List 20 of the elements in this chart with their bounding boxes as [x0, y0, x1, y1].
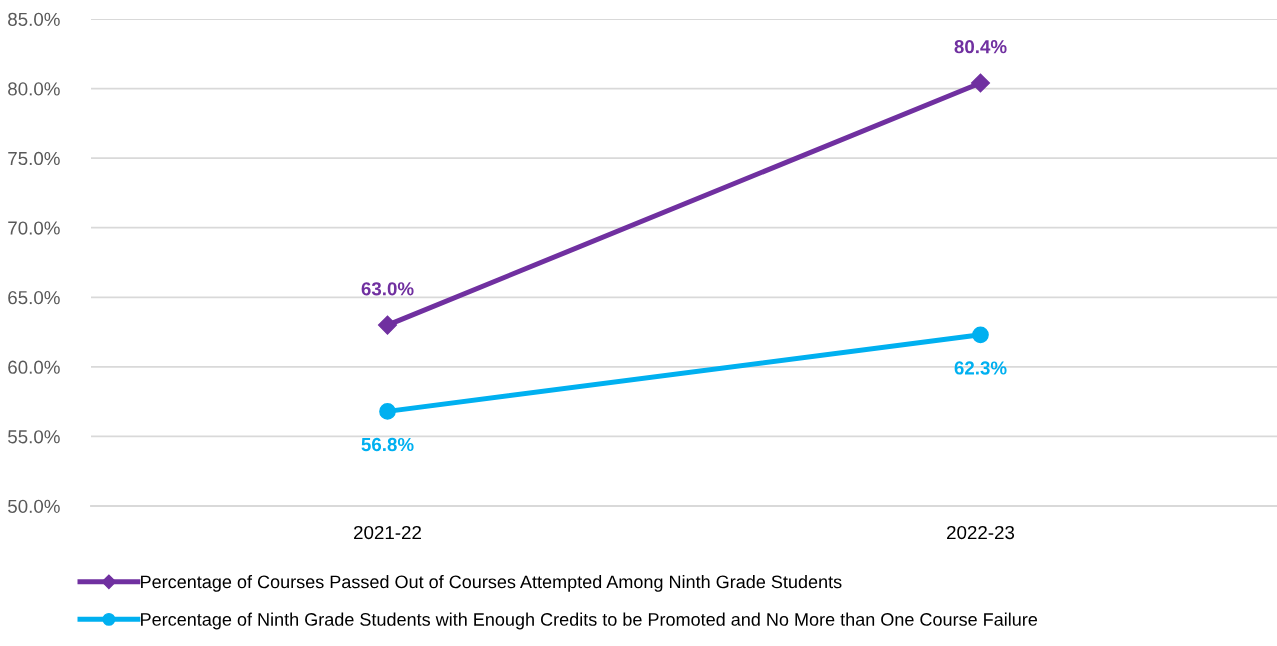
y-tick-label: 55.0%	[8, 430, 60, 444]
legend-label: Percentage of Ninth Grade Students with Enough Credits to be Promoted and No More than One Course Failure	[141, 612, 1038, 630]
y-tick-label: 80.0%	[8, 82, 60, 96]
y-tick-label: 65.0%	[8, 290, 60, 305]
data-label: 80.4%	[954, 40, 1007, 54]
x-tick-label: 2022-23	[947, 525, 1015, 540]
point	[377, 315, 398, 335]
point	[379, 403, 396, 420]
point	[972, 326, 989, 344]
data-label: 63.0%	[361, 282, 414, 296]
data-label: 62.3%	[954, 361, 1007, 375]
point	[970, 73, 991, 93]
y-tick-label: 50.0%	[8, 499, 60, 513]
y-tick-label: 60.0%	[8, 360, 60, 374]
y-tick-label: 75.0%	[8, 151, 60, 166]
legend-label: Percentage of Courses Passed Out of Courses Attempted Among Ninth Grade Students	[141, 575, 842, 592]
data-label: 56.8%	[361, 437, 414, 452]
y-tick-label: 70.0%	[8, 221, 60, 235]
x-tick-label: 2021-22	[354, 525, 421, 540]
y-tick-label: 85.0%	[8, 12, 60, 26]
